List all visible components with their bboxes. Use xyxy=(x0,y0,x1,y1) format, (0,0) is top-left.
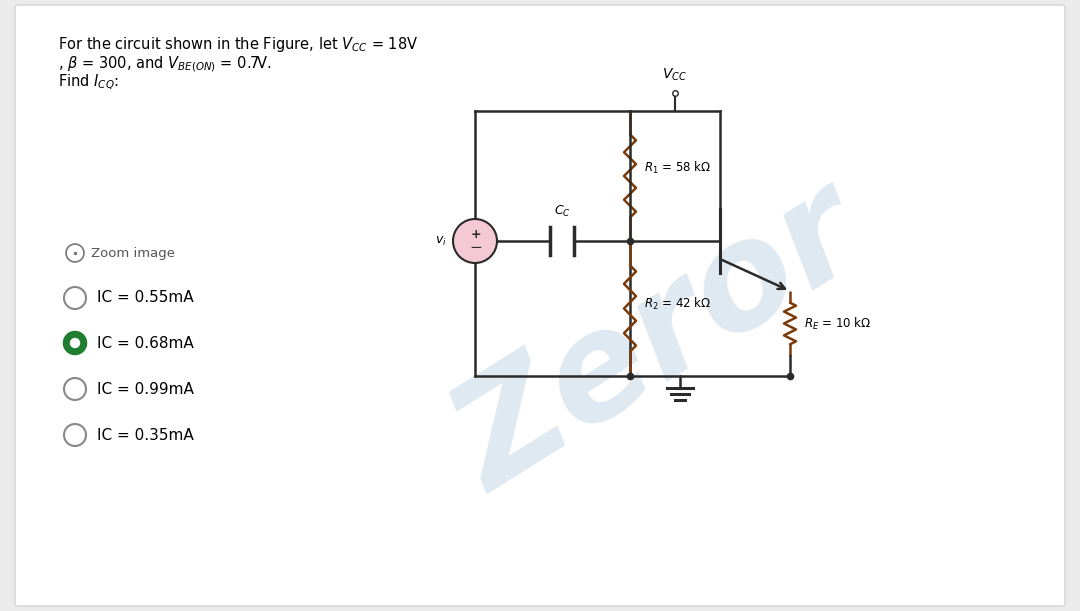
Circle shape xyxy=(453,219,497,263)
Text: $V_{CC}$: $V_{CC}$ xyxy=(662,67,688,83)
Text: $v_i$: $v_i$ xyxy=(435,235,447,247)
Text: $R_1$ = 58 kΩ: $R_1$ = 58 kΩ xyxy=(644,160,711,176)
Text: $C_C$: $C_C$ xyxy=(554,204,570,219)
Text: $R_E$ = 10 kΩ: $R_E$ = 10 kΩ xyxy=(804,315,872,332)
FancyBboxPatch shape xyxy=(15,5,1065,606)
Circle shape xyxy=(64,332,86,354)
Text: Find $I_{CQ}$:: Find $I_{CQ}$: xyxy=(58,73,119,92)
Text: Zoom image: Zoom image xyxy=(91,246,175,260)
Text: IC = 0.99mA: IC = 0.99mA xyxy=(97,381,194,397)
Text: −: − xyxy=(470,241,483,255)
Text: IC = 0.55mA: IC = 0.55mA xyxy=(97,290,193,306)
Circle shape xyxy=(70,338,80,348)
Text: IC = 0.35mA: IC = 0.35mA xyxy=(97,428,193,442)
Text: For the circuit shown in the Figure, let $V_{CC}$ = 18V: For the circuit shown in the Figure, let… xyxy=(58,35,418,54)
Text: $R_2$ = 42 kΩ: $R_2$ = 42 kΩ xyxy=(644,296,711,312)
Text: Zeror: Zeror xyxy=(432,163,888,520)
Text: +: + xyxy=(471,227,482,241)
Text: , $\beta$ = 300, and $V_{BE(ON)}$ = 0.7V.: , $\beta$ = 300, and $V_{BE(ON)}$ = 0.7V… xyxy=(58,54,272,73)
Text: IC = 0.68mA: IC = 0.68mA xyxy=(97,335,193,351)
